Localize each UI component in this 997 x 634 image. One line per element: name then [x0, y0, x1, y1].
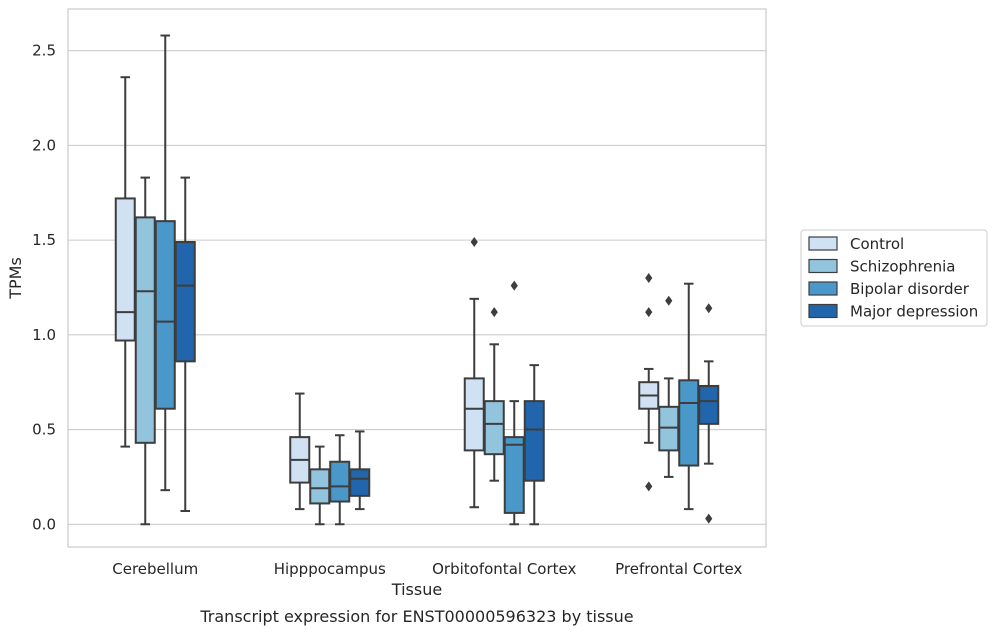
legend-swatch	[808, 236, 838, 251]
legend-label: Bipolar disorder	[850, 280, 970, 298]
box-groups	[114, 34, 720, 526]
y-axis-ticks: 0.0 0.5 1.0 1.5 2.0 2.5	[32, 42, 56, 534]
box-iqr	[523, 400, 545, 482]
outlier-point	[510, 280, 518, 291]
legend-frame	[800, 229, 988, 327]
box-iqr	[483, 400, 505, 456]
x-tick-label: Prefrontal Cortex	[615, 560, 742, 578]
box-major-depression-cerebellum	[174, 176, 196, 513]
legend: Control Schizophrenia Bipolar disorder Majo…	[800, 229, 988, 327]
x-tick-label: Orbitofontal Cortex	[432, 560, 576, 578]
outlier-point	[645, 307, 653, 318]
legend-swatch	[808, 281, 838, 296]
legend-label: Major depression	[850, 303, 978, 321]
x-axis-title: Tissue	[391, 580, 442, 599]
figure-caption: Transcript expression for ENST0000059632…	[199, 607, 633, 626]
box-iqr	[698, 384, 720, 425]
outlier-point	[705, 513, 713, 524]
x-tick-label: Hipppocampus	[274, 560, 386, 578]
outlier-point	[490, 307, 498, 318]
box-iqr	[114, 197, 136, 342]
outlier-point	[645, 273, 653, 283]
legend-swatch	[808, 258, 838, 274]
y-tick-label: 2.0	[32, 136, 56, 154]
box-major-depression-hipppocampus	[349, 430, 371, 511]
box-iqr	[174, 241, 196, 363]
box-major-depression-orbitofontal-cortex	[523, 364, 545, 526]
y-tick-label: 0.5	[32, 421, 56, 439]
box-iqr	[463, 377, 485, 452]
x-tick-label: Cerebellum	[112, 560, 198, 578]
plot-area-frame	[67, 8, 767, 548]
outlier-point	[470, 237, 478, 248]
y-tick-label: 2.5	[32, 42, 56, 60]
outlier-point	[705, 303, 713, 314]
box-iqr	[329, 460, 351, 503]
box-bipolar-disorder-cerebellum	[154, 34, 176, 492]
box-control-hipppocampus	[289, 392, 311, 511]
box-control-cerebellum	[114, 76, 136, 448]
box-iqr	[309, 468, 331, 505]
y-tick-label: 0.0	[32, 515, 56, 533]
y-axis-title: TPMs	[6, 257, 25, 300]
box-schizophrenia-hipppocampus	[309, 445, 331, 526]
box-major-depression-prefrontal-cortex	[698, 303, 720, 524]
box-control-prefrontal-cortex	[638, 273, 660, 492]
box-iqr	[503, 436, 525, 514]
box-schizophrenia-orbitofontal-cortex	[483, 307, 505, 482]
box-iqr	[134, 216, 156, 444]
outlier-point	[645, 481, 653, 492]
box-bipolar-disorder-orbitofontal-cortex	[503, 280, 525, 526]
box-bipolar-disorder-prefrontal-cortex	[678, 282, 700, 511]
x-axis-ticks: Cerebellum Hipppocampus Orbitofontal Corte…	[112, 560, 742, 578]
box-iqr	[349, 468, 371, 497]
legend-label: Control	[850, 235, 904, 253]
legend-label: Schizophrenia	[850, 258, 955, 276]
y-tick-label: 1.0	[32, 326, 56, 344]
box-iqr	[678, 379, 700, 467]
box-iqr	[154, 220, 176, 410]
legend-swatch	[808, 303, 838, 319]
y-tick-label: 1.5	[32, 231, 56, 249]
outlier-point	[665, 295, 673, 306]
